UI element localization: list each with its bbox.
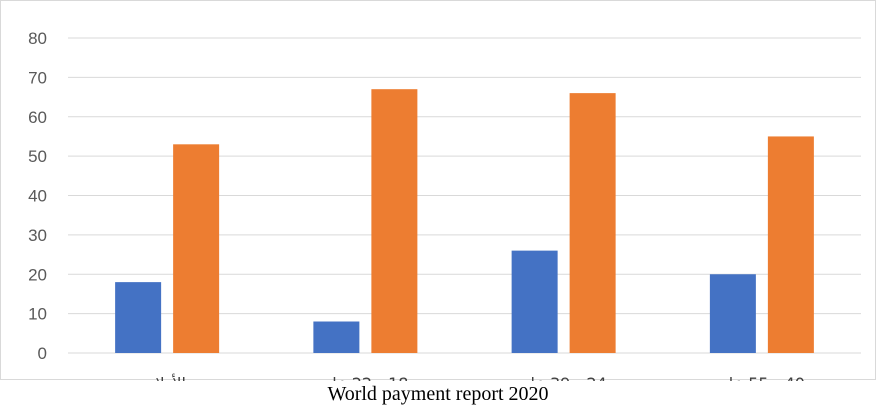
y-tick-label: 80	[28, 29, 47, 48]
figure-caption: World payment report 2020	[327, 383, 549, 405]
x-tick-label: 24 - 39 عام	[521, 374, 607, 381]
chart-area: 0 10 20 30 40 50 60 70 80 الأولاد 18 - 22 عام 24 -…	[0, 0, 876, 381]
bar-series1-cat2	[313, 321, 360, 353]
bars	[115, 89, 814, 353]
x-tick-label: 40 - 55 عام	[719, 374, 805, 381]
y-tick-label: 70	[28, 68, 47, 87]
y-tick-label: 60	[28, 108, 47, 127]
bar-series2-cat2	[371, 89, 418, 353]
bar-series2-cat4	[767, 136, 814, 353]
bar-series1-cat1	[115, 282, 162, 353]
bar-series1-cat3	[511, 250, 558, 353]
y-tick-label: 40	[28, 187, 47, 206]
y-axis-tick-labels: 0 10 20 30 40 50 60 70 80	[28, 29, 47, 363]
y-tick-label: 0	[38, 344, 47, 363]
x-tick-label: 18 - 22 عام	[322, 374, 408, 381]
bar-series2-cat3	[569, 93, 616, 353]
bar-series1-cat4	[709, 274, 756, 353]
x-axis-tick-labels: الأولاد 18 - 22 عام 24 - 39 عام 40 - 55 عام	[148, 373, 805, 381]
x-tick-label: الأولاد	[148, 373, 186, 381]
y-tick-label: 10	[28, 305, 47, 324]
y-tick-label: 20	[28, 265, 47, 284]
y-tick-label: 30	[28, 226, 47, 245]
y-tick-label: 50	[28, 147, 47, 166]
bar-series2-cat1	[173, 144, 220, 353]
bar-chart: 0 10 20 30 40 50 60 70 80 الأولاد 18 - 22 عام 24 -…	[28, 29, 861, 381]
